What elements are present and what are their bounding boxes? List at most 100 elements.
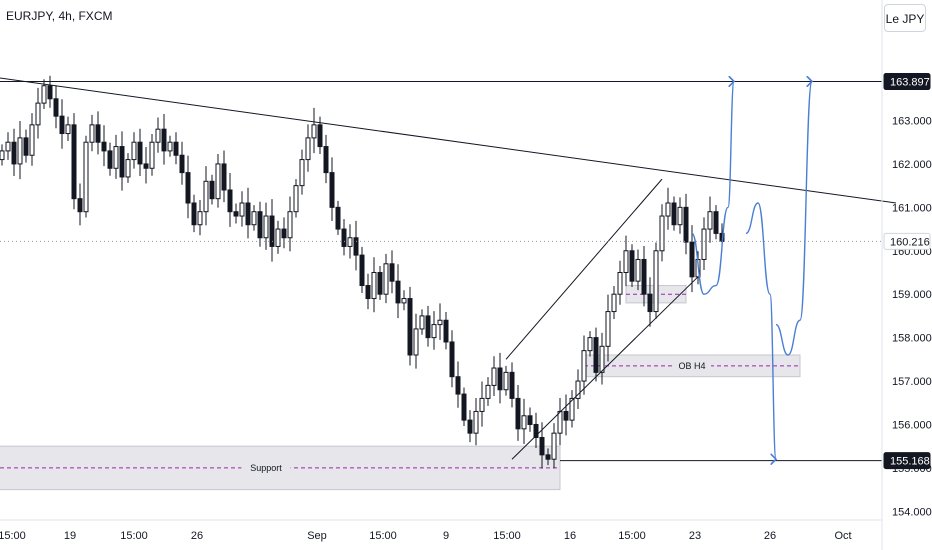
candle-body: [215, 163, 221, 200]
candle-body: [473, 410, 479, 434]
candle-body: [107, 150, 113, 169]
top-level-label: 163.897: [890, 77, 930, 89]
candle-body: [431, 324, 437, 339]
candle-body: [203, 180, 209, 213]
candle-body: [179, 154, 185, 174]
candle-body: [683, 206, 689, 243]
candle-body: [689, 241, 695, 278]
candle-body: [527, 415, 533, 425]
candle-body: [581, 350, 587, 382]
candle-body: [41, 85, 47, 104]
candle-body: [593, 337, 599, 373]
channel-upper: [505, 178, 663, 360]
candle-body: [11, 141, 17, 165]
candle-body: [185, 172, 191, 204]
candle-body: [227, 189, 233, 213]
candle-body: [0, 150, 5, 161]
candle-body: [659, 215, 665, 252]
candle-body: [53, 98, 59, 117]
candle-body: [23, 137, 29, 156]
symbol-title: EURJPY, 4h, FXCM: [6, 9, 113, 23]
channel-lower: [511, 276, 699, 460]
candle-body: [239, 202, 245, 217]
candle-body: [647, 293, 653, 313]
candle-body: [275, 228, 281, 247]
candle-body: [545, 454, 551, 460]
candle-body: [713, 211, 719, 234]
candle-body: [665, 202, 671, 217]
candle-body: [641, 258, 647, 295]
candle-body: [503, 371, 509, 391]
candle-body: [707, 211, 713, 230]
candle-body: [311, 124, 317, 139]
x-tick-label: 9: [443, 530, 449, 542]
x-tick-label: 15:00: [369, 530, 397, 542]
candle-body: [71, 124, 77, 200]
candle-body: [143, 163, 149, 169]
candle-body: [491, 367, 497, 386]
candle-body: [257, 211, 263, 239]
x-tick-label: 23: [689, 530, 701, 542]
currency-button[interactable]: Le JPY: [884, 4, 926, 32]
candle-body: [437, 319, 443, 326]
candle-body: [389, 263, 395, 282]
candle-body: [653, 250, 659, 313]
candle-body: [131, 141, 137, 161]
candle-body: [191, 202, 197, 226]
candle-body: [167, 141, 173, 152]
forecast-path-1: [691, 81, 734, 295]
candle-body: [305, 137, 311, 161]
candle-body: [497, 367, 503, 391]
candle-body: [113, 146, 119, 169]
candle-body: [401, 298, 407, 304]
candle-body: [521, 415, 527, 430]
candle-body: [59, 115, 65, 135]
candle-body: [335, 206, 341, 230]
candle-body: [509, 371, 515, 399]
y-tick-label: 156.000: [892, 419, 932, 431]
candle-body: [623, 250, 629, 273]
support-zone-label: Support: [250, 463, 282, 473]
candle-body: [197, 211, 203, 226]
x-tick-label: 16: [564, 530, 576, 542]
candle-body: [323, 146, 329, 174]
candle-body: [611, 293, 617, 313]
candle-body: [233, 211, 239, 217]
candle-body: [263, 215, 269, 239]
candle-body: [119, 146, 125, 178]
x-tick-label: 19: [64, 530, 76, 542]
candle-body: [17, 137, 23, 165]
candle-body: [137, 141, 143, 165]
current-price-label: 160.216: [890, 236, 930, 248]
y-tick-label: 159.000: [892, 289, 932, 301]
x-tick-label: Sep: [307, 530, 327, 542]
x-tick-label: 26: [191, 530, 203, 542]
candle-body: [677, 206, 683, 226]
candle-body: [65, 124, 71, 135]
candle-body: [221, 163, 227, 191]
candle-body: [443, 319, 449, 343]
candle-body: [371, 271, 377, 300]
candle-body: [47, 85, 53, 100]
price-axis: 154.000155.000156.000157.000158.000159.0…: [881, 0, 932, 550]
bottom-level-label: 155.168: [890, 456, 930, 468]
y-tick-label: 154.000: [892, 506, 932, 518]
candle-body: [347, 237, 353, 247]
candle-body: [353, 237, 359, 256]
candle-body: [587, 337, 593, 352]
candle-body: [419, 315, 425, 330]
candle-body: [599, 345, 605, 373]
candle-body: [395, 280, 401, 304]
candle-body: [575, 380, 581, 399]
candle-body: [281, 228, 287, 239]
candle-body: [461, 393, 467, 421]
candle-body: [533, 423, 539, 438]
candle-body: [251, 211, 257, 226]
candle-body: [161, 128, 167, 152]
candle-body: [365, 285, 371, 300]
candle-body: [605, 311, 611, 347]
candle-body: [209, 180, 215, 200]
candle-body: [341, 228, 347, 247]
candle-body: [287, 211, 293, 239]
